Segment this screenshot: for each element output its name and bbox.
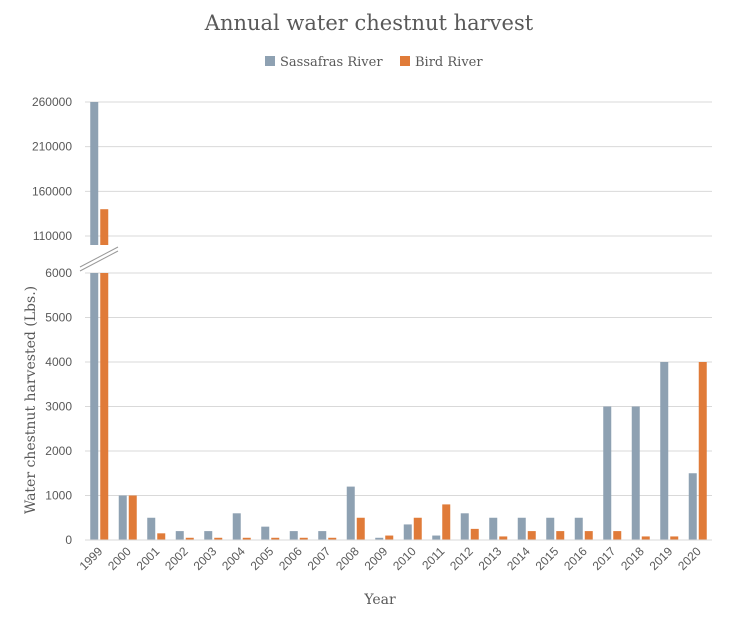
x-tick-label: 2014 — [504, 544, 533, 573]
bar-sassafras-2001 — [147, 517, 156, 540]
x-tick-label: 2006 — [276, 544, 305, 573]
y-tick-label: 4000 — [45, 355, 72, 369]
x-tick-label: 2011 — [419, 544, 447, 572]
bar-sassafras-2010 — [403, 524, 412, 540]
x-tick-label: 2012 — [447, 544, 476, 573]
y-tick-label: 110000 — [33, 229, 72, 243]
bar-bird-2007 — [328, 537, 337, 540]
bar-sassafras-1999-upper — [90, 102, 99, 245]
x-tick-label: 2020 — [675, 544, 704, 573]
x-tick-label: 2017 — [590, 544, 619, 573]
x-tick-label: 2002 — [162, 544, 191, 573]
bar-bird-2010 — [413, 517, 422, 540]
legend-swatch-sassafras — [265, 56, 275, 66]
chart-title: Annual water chestnut harvest — [204, 11, 534, 35]
legend-swatch-bird — [400, 56, 410, 66]
bar-sassafras-2000 — [118, 495, 127, 540]
legend-label-sassafras: Sassafras River — [280, 55, 383, 70]
bar-sassafras-2015 — [546, 517, 555, 540]
x-tick-label: 2010 — [390, 544, 419, 573]
y-tick-label: 260000 — [32, 95, 72, 109]
y-tick-label: 2000 — [45, 444, 72, 458]
x-tick-label: 2008 — [333, 544, 362, 573]
bar-bird-2011 — [442, 504, 451, 540]
x-tick-label: 2019 — [647, 544, 676, 573]
y-tick-label: 5000 — [45, 311, 72, 325]
y-tick-label: 160000 — [32, 184, 72, 198]
bar-bird-2008 — [356, 517, 365, 540]
bar-sassafras-2002 — [175, 531, 184, 540]
bar-bird-2018 — [641, 536, 650, 540]
bar-bird-2019 — [670, 536, 679, 540]
bar-bird-2013 — [499, 536, 508, 540]
bar-bird-2001 — [157, 533, 166, 540]
bar-sassafras-2019 — [660, 362, 669, 540]
bar-bird-2003 — [214, 537, 223, 540]
bar-sassafras-1999-lower — [90, 273, 99, 540]
x-tick-label: 1999 — [77, 544, 106, 573]
y-tick-label: 210000 — [32, 140, 72, 154]
axis-break-mark — [79, 250, 119, 272]
bar-bird-2002 — [185, 537, 194, 540]
bar-sassafras-2011 — [432, 535, 441, 540]
bar-sassafras-2005 — [261, 526, 270, 540]
bar-bird-2009 — [385, 535, 394, 540]
x-tick-label: 2004 — [219, 544, 248, 573]
y-tick-label: 6000 — [45, 266, 72, 280]
x-tick-label: 2001 — [134, 544, 163, 573]
bar-bird-2006 — [299, 537, 308, 540]
x-tick-label: 2009 — [362, 544, 391, 573]
bar-bird-1999-upper — [100, 209, 109, 245]
bar-bird-2000 — [128, 495, 137, 540]
bar-sassafras-2009 — [375, 537, 384, 540]
bar-sassafras-2007 — [318, 531, 327, 540]
bar-sassafras-2008 — [346, 486, 355, 540]
bar-sassafras-2017 — [603, 406, 612, 540]
y-axis-label: Water chestnut harvested (Lbs.) — [23, 286, 39, 514]
bar-bird-2020 — [698, 362, 707, 540]
bar-bird-2004 — [242, 537, 251, 540]
bar-sassafras-2014 — [517, 517, 526, 540]
bar-bird-2014 — [527, 531, 536, 540]
bar-sassafras-2018 — [631, 406, 640, 540]
x-tick-label: 2007 — [305, 544, 334, 573]
bar-sassafras-2004 — [232, 513, 241, 540]
axis-break-mark — [79, 246, 119, 268]
bar-sassafras-2012 — [460, 513, 469, 540]
bar-sassafras-2003 — [204, 531, 213, 540]
legend-label-bird: Bird River — [415, 55, 483, 70]
x-tick-label: 2015 — [533, 544, 562, 573]
legend: Sassafras River Bird River — [265, 55, 483, 70]
bar-bird-2016 — [584, 531, 593, 540]
x-axis-label: Year — [363, 592, 396, 608]
y-tick-label: 1000 — [45, 489, 72, 503]
x-tick-label: 2013 — [476, 544, 505, 573]
axis-break-gap — [78, 250, 118, 268]
x-tick-label: 2003 — [191, 544, 220, 573]
bar-bird-2015 — [556, 531, 565, 540]
bar-bird-1999-lower — [100, 273, 109, 540]
bar-sassafras-2016 — [574, 517, 583, 540]
x-tick-label: 2016 — [561, 544, 590, 573]
y-tick-label: 3000 — [45, 400, 72, 414]
bar-sassafras-2013 — [489, 517, 498, 540]
bar-sassafras-2006 — [289, 531, 298, 540]
bar-sassafras-2020 — [688, 473, 697, 540]
x-tick-label: 2018 — [618, 544, 647, 573]
bar-bird-2012 — [470, 528, 479, 540]
x-tick-label: 2005 — [248, 544, 277, 573]
x-tick-label: 2000 — [105, 544, 134, 573]
bar-bird-2005 — [271, 537, 280, 540]
y-tick-label: 0 — [65, 533, 72, 547]
bar-bird-2017 — [613, 531, 622, 540]
